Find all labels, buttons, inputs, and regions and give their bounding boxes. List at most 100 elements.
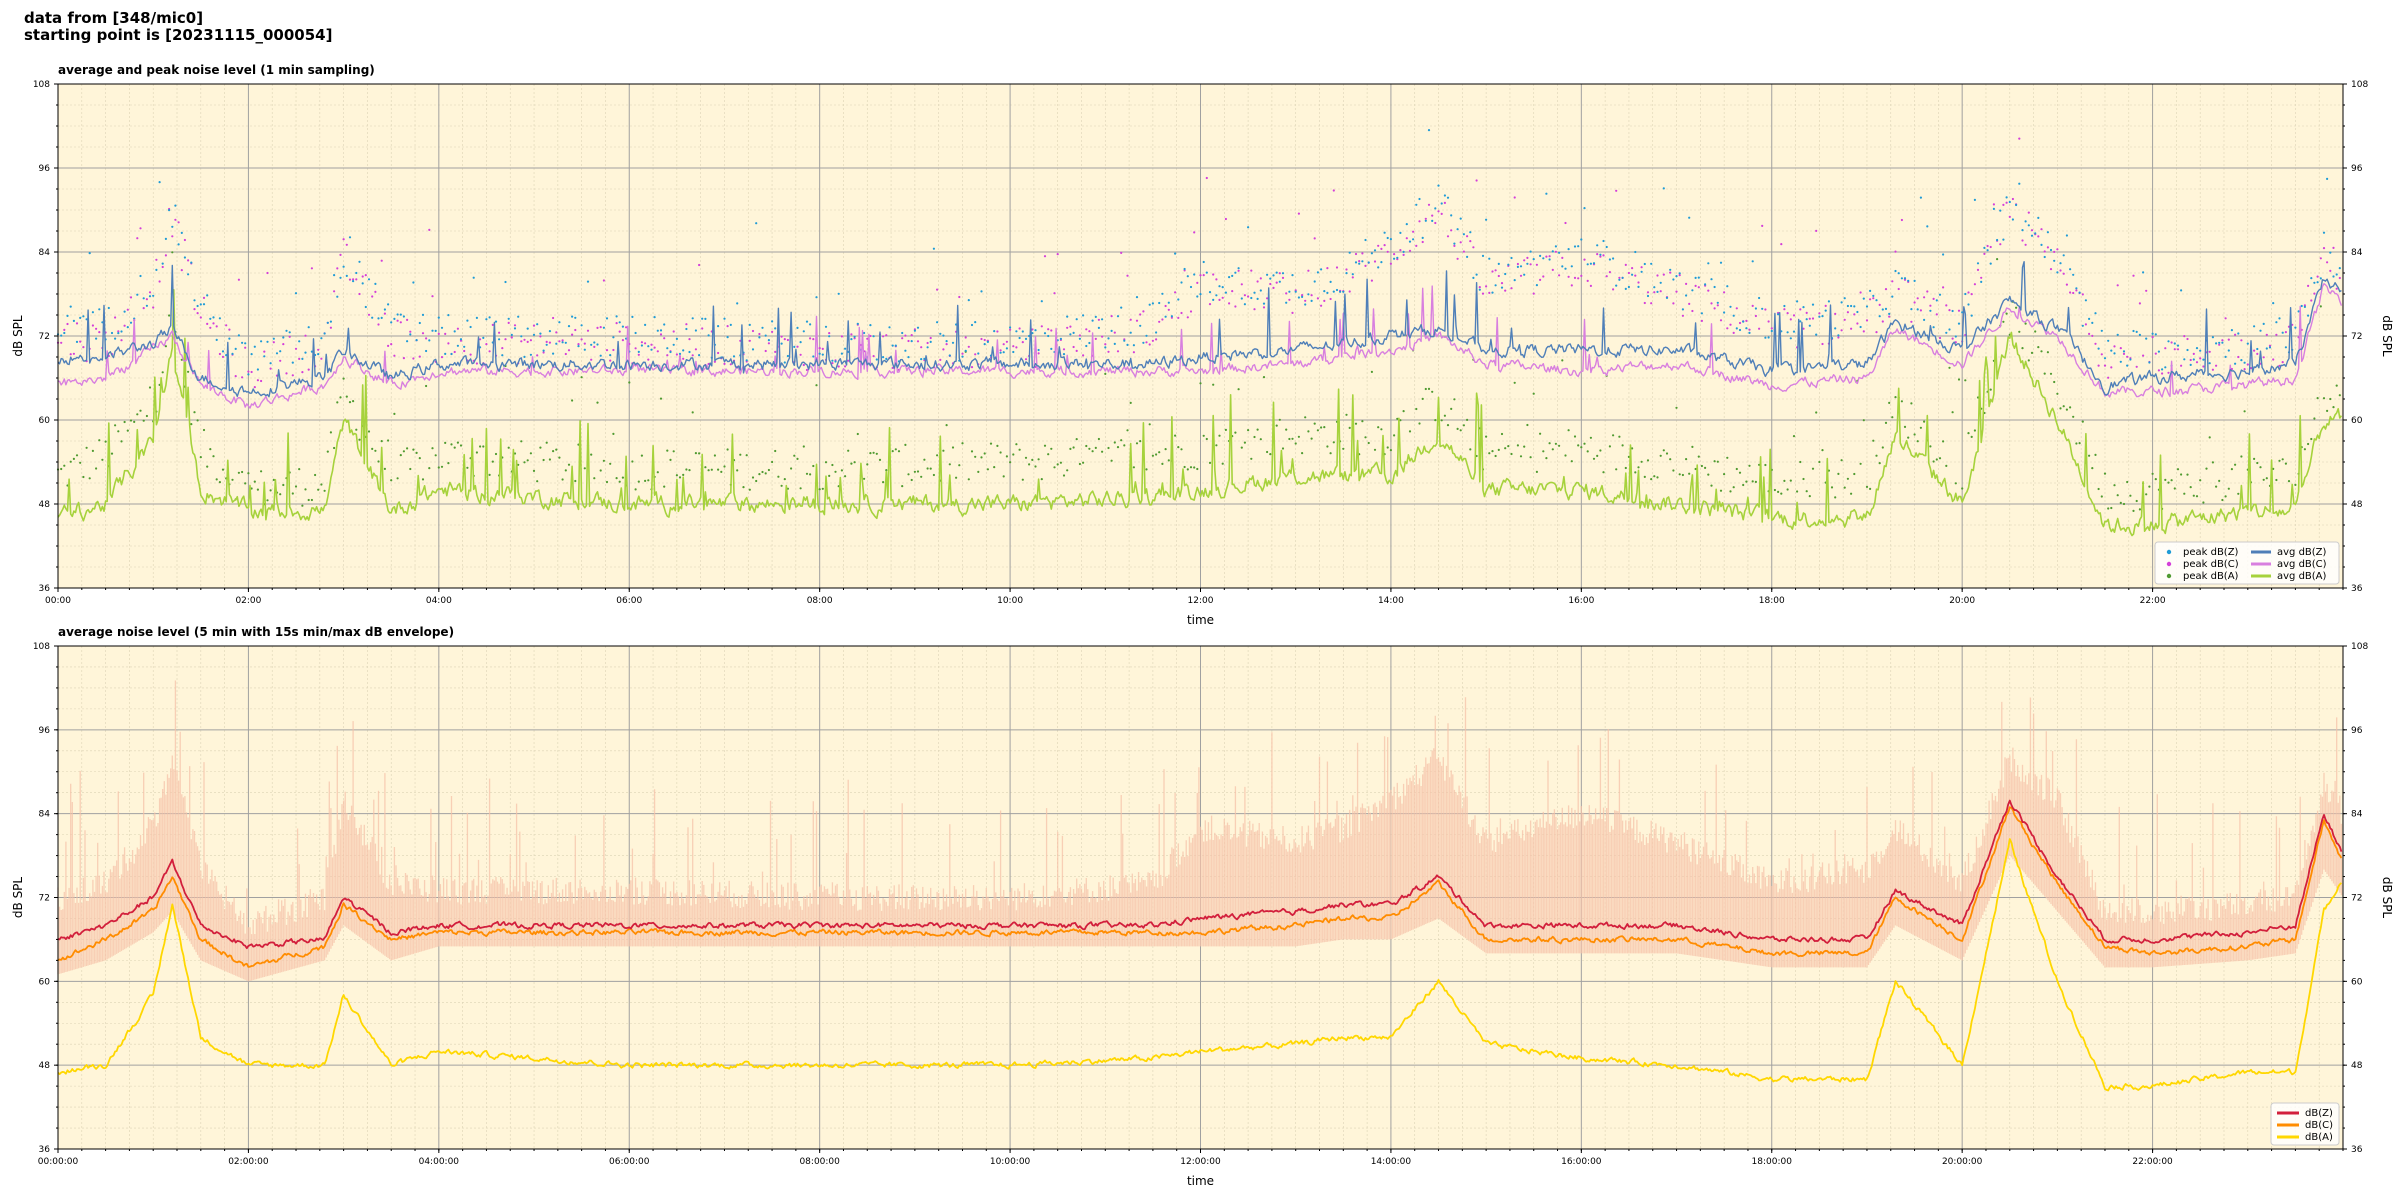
peak-c-point [1957,309,1961,312]
peak-z-point [920,358,923,361]
peak-a-point [1221,462,1224,465]
peak-c-point [1097,318,1100,321]
peak-a-point [1570,460,1573,463]
peak-z-point [183,256,186,259]
peak-c-point [1272,286,1275,289]
peak-c-point [234,375,237,378]
peak-a-point [672,450,675,453]
peak-z-point [1037,348,1040,352]
peak-z-point [501,354,504,357]
peak-z-point [1694,276,1697,279]
peak-a-point [1830,486,1834,489]
peak-z-point [1291,274,1294,277]
peak-z-point [1002,351,1005,354]
peak-a-point [1072,446,1075,449]
peak-c-point [1519,274,1523,277]
peak-z-point [678,352,682,355]
peak-c-point [1935,313,1938,316]
peak-a-point [253,480,256,483]
peak-z-point [574,316,577,319]
peak-c-point [2151,336,2154,339]
peak-a-point [209,448,212,451]
peak-a-point [1989,388,1992,391]
peak-z-point [698,354,701,357]
peak-a-point [897,450,901,453]
peak-z-point [704,317,707,320]
peak-z-point [999,351,1002,354]
peak-c-point [425,337,428,340]
peak-a-point [2221,498,2224,502]
peak-z-point [1069,333,1072,336]
peak-z-point [1402,250,1405,253]
peak-c-point [2126,355,2129,358]
peak-a-point [218,481,221,484]
peak-c-point [1967,291,1970,294]
peak-c-point [126,308,129,311]
peak-a-point [1348,426,1351,429]
peak-c-point [850,333,853,336]
peak-z-point [2313,281,2316,284]
peak-a-point [1843,486,1846,489]
peak-z-point [980,290,983,293]
peak-z-point [244,342,247,345]
peak-z-point [1716,301,1719,304]
peak-z-point [1491,291,1494,294]
peak-a-point [1846,477,1849,480]
peak-c-point [1840,329,1843,332]
peak-a-point [323,489,326,492]
peak-z-point [1120,306,1123,309]
peak-a-point [199,456,202,459]
peak-a-point [1780,492,1783,495]
x-tick-label: 20:00 [1949,596,1975,606]
peak-c-point [1869,298,1872,301]
peak-c-point [437,332,440,335]
peak-c-point [1421,240,1424,244]
peak-a-point [2151,472,2154,475]
peak-a-point [869,452,872,455]
peak-a-point [2154,478,2157,481]
peak-z-point [241,341,244,344]
peak-a-point [1592,457,1596,460]
peak-c-point [1120,251,1123,254]
peak-c-point [1685,282,1688,285]
peak-a-point [1773,488,1776,492]
peak-a-point [145,414,148,418]
peak-c-point [294,347,298,350]
peak-z-point [1431,219,1434,222]
peak-z-point [1999,209,2002,212]
peak-c-point [440,356,444,359]
peak-c-point [498,331,501,334]
legend-marker [2166,549,2172,555]
peak-z-point [1792,330,1796,333]
peak-a-point [1393,434,1396,437]
peak-c-point [1618,276,1621,279]
peak-z-point [1237,267,1240,270]
peak-c-point [1212,273,1215,276]
peak-z-point [1151,302,1154,305]
peak-c-point [656,350,659,353]
peak-a-point [2078,442,2081,445]
peak-c-point [174,218,177,221]
peak-c-point [1646,291,1650,294]
peak-a-point [294,485,298,488]
peak-a-point [1408,430,1412,433]
peak-a-point [1945,464,1948,467]
peak-z-point [669,350,672,354]
peak-a-point [2234,463,2237,466]
peak-c-point [1453,244,1456,247]
peak-a-point [796,457,799,460]
peak-c-point [2103,364,2107,367]
peak-z-point [967,299,970,302]
peak-z-point [1748,331,1751,334]
peak-z-point [707,334,710,337]
peak-a-point [1675,406,1678,409]
peak-z-point [342,265,345,268]
peak-a-point [421,478,425,481]
peak-z-point [1164,315,1167,318]
peak-a-point [513,452,517,455]
peak-z-point [387,303,390,306]
peak-z-point [910,340,913,343]
peak-c-point [821,347,824,350]
peak-c-point [1808,317,1811,320]
peak-c-point [2088,332,2091,335]
